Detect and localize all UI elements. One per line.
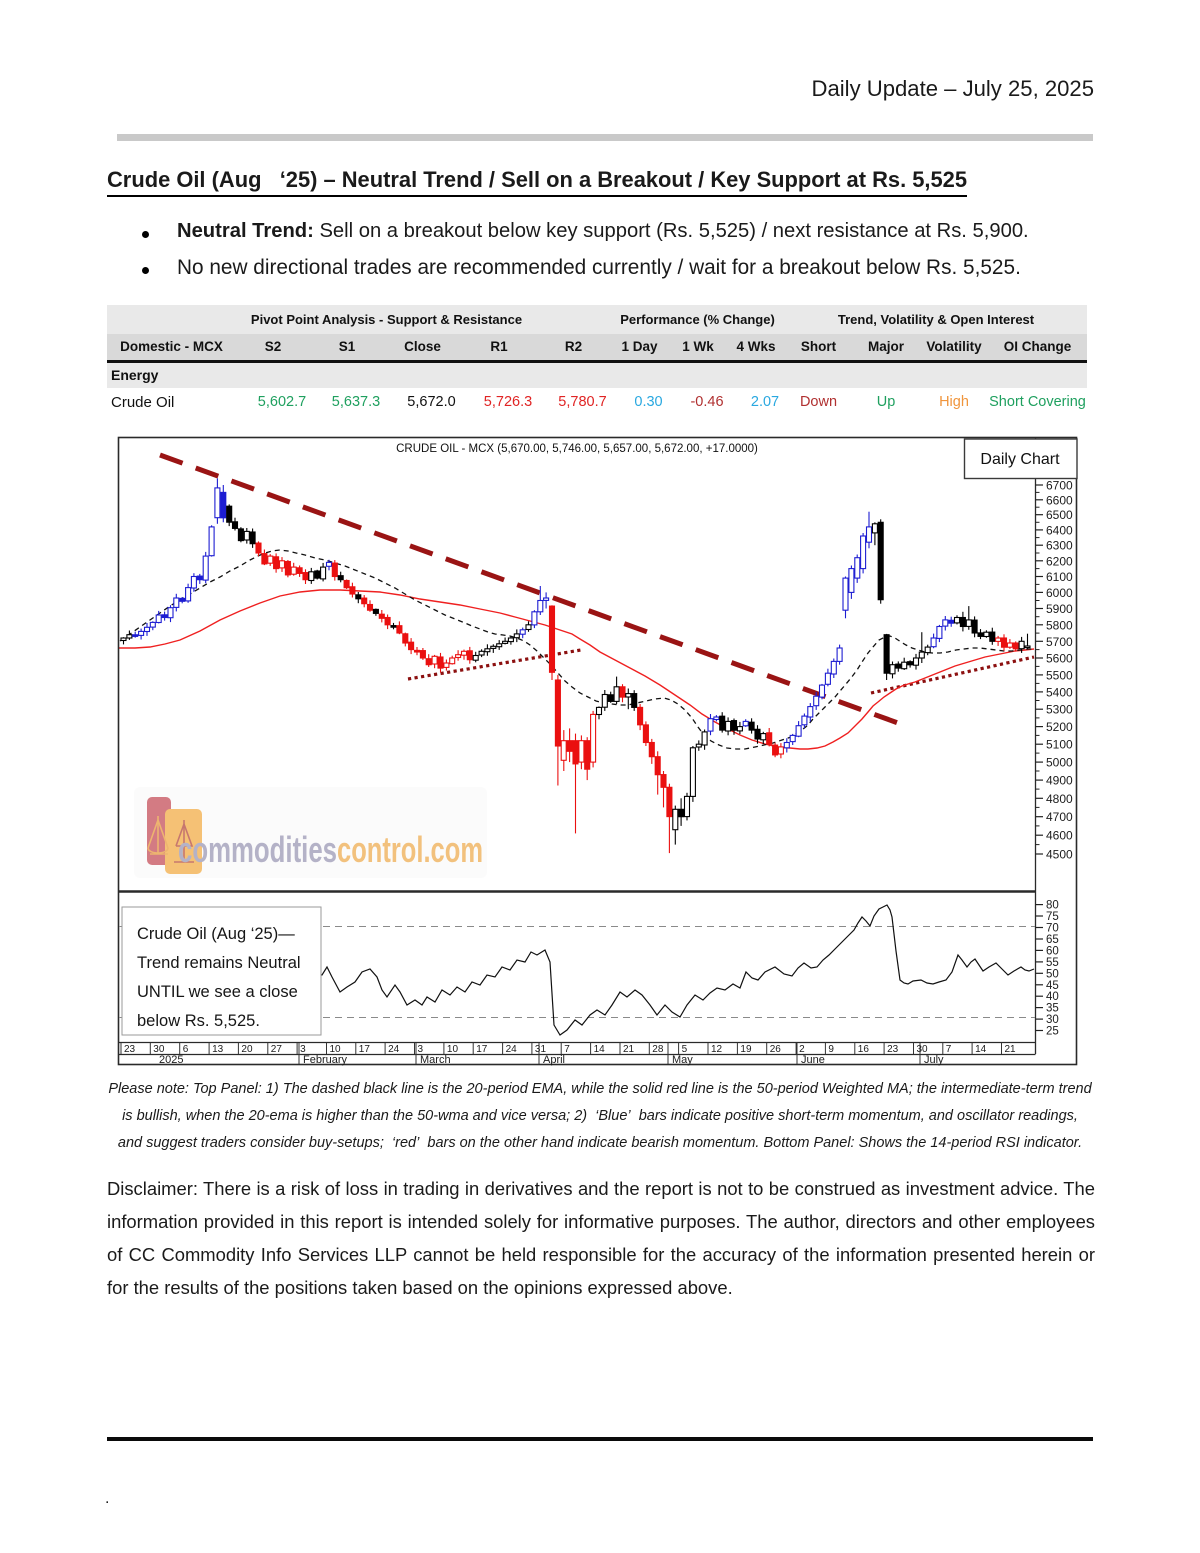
svg-text:16: 16 <box>858 1044 870 1055</box>
svg-text:5000: 5000 <box>1046 756 1073 770</box>
svg-text:50: 50 <box>1046 968 1059 980</box>
svg-text:21: 21 <box>623 1044 635 1055</box>
svg-text:6400: 6400 <box>1046 523 1073 537</box>
svg-text:3: 3 <box>418 1044 424 1055</box>
svg-text:25: 25 <box>1046 1026 1059 1038</box>
svg-text:2: 2 <box>799 1044 805 1055</box>
svg-text:6: 6 <box>183 1044 189 1055</box>
svg-text:7: 7 <box>946 1044 952 1055</box>
svg-text:6200: 6200 <box>1046 554 1073 568</box>
svg-text:31: 31 <box>535 1044 547 1055</box>
svg-text:April: April <box>543 1054 565 1066</box>
svg-text:30: 30 <box>1046 1014 1059 1026</box>
svg-text:12: 12 <box>711 1044 723 1055</box>
svg-text:5: 5 <box>682 1044 688 1055</box>
svg-text:4500: 4500 <box>1046 848 1073 862</box>
svg-text:6000: 6000 <box>1046 586 1073 600</box>
svg-text:5900: 5900 <box>1046 602 1073 616</box>
svg-text:below Rs. 5,525.: below Rs. 5,525. <box>137 1012 260 1030</box>
svg-text:35: 35 <box>1046 1003 1059 1015</box>
svg-text:commodities: commodities <box>178 829 337 870</box>
svg-text:23: 23 <box>887 1044 899 1055</box>
svg-text:20: 20 <box>241 1044 253 1055</box>
svg-text:21: 21 <box>1005 1044 1017 1055</box>
svg-text:24: 24 <box>388 1044 400 1055</box>
svg-text:75: 75 <box>1046 911 1059 923</box>
svg-text:5400: 5400 <box>1046 685 1073 699</box>
svg-text:28: 28 <box>652 1044 664 1055</box>
svg-text:5800: 5800 <box>1046 618 1073 632</box>
svg-text:4800: 4800 <box>1046 792 1073 806</box>
svg-text:27: 27 <box>271 1044 283 1055</box>
svg-text:CRUDE OIL - MCX (5,670.00, 5,7: CRUDE OIL - MCX (5,670.00, 5,746.00, 5,6… <box>396 443 758 455</box>
svg-text:60: 60 <box>1046 945 1059 957</box>
svg-text:9: 9 <box>828 1044 834 1055</box>
svg-text:13: 13 <box>212 1044 224 1055</box>
svg-text:March: March <box>420 1054 451 1066</box>
svg-text:17: 17 <box>359 1044 371 1055</box>
svg-text:5600: 5600 <box>1046 652 1073 666</box>
svg-text:5700: 5700 <box>1046 635 1073 649</box>
svg-text:Crude Oil (Aug ‘25)—: Crude Oil (Aug ‘25)— <box>137 925 295 943</box>
svg-text:80: 80 <box>1046 900 1059 912</box>
svg-text:May: May <box>672 1054 693 1066</box>
svg-text:UNTIL we see a close: UNTIL we see a close <box>137 983 298 1001</box>
svg-text:5500: 5500 <box>1046 668 1073 682</box>
svg-text:4900: 4900 <box>1046 774 1073 788</box>
svg-text:3: 3 <box>300 1044 306 1055</box>
svg-text:Daily Chart: Daily Chart <box>980 451 1060 468</box>
svg-text:6600: 6600 <box>1046 493 1073 507</box>
svg-text:6500: 6500 <box>1046 508 1073 522</box>
svg-text:23: 23 <box>124 1044 136 1055</box>
svg-text:55: 55 <box>1046 957 1059 969</box>
svg-text:5100: 5100 <box>1046 738 1073 752</box>
svg-text:26: 26 <box>770 1044 782 1055</box>
svg-text:17: 17 <box>476 1044 488 1055</box>
svg-text:7: 7 <box>564 1044 570 1055</box>
svg-text:6100: 6100 <box>1046 570 1073 584</box>
svg-text:10: 10 <box>330 1044 342 1055</box>
svg-text:14: 14 <box>594 1044 606 1055</box>
svg-text:6700: 6700 <box>1046 479 1073 493</box>
svg-text:30: 30 <box>917 1044 929 1055</box>
svg-text:45: 45 <box>1046 980 1059 992</box>
svg-text:Trend remains Neutral: Trend remains Neutral <box>137 954 301 972</box>
svg-text:24: 24 <box>506 1044 518 1055</box>
svg-text:5300: 5300 <box>1046 703 1073 717</box>
svg-text:40: 40 <box>1046 991 1059 1003</box>
svg-text:July: July <box>924 1054 944 1066</box>
svg-text:2025: 2025 <box>159 1054 183 1066</box>
svg-text:5200: 5200 <box>1046 720 1073 734</box>
svg-text:February: February <box>303 1054 348 1066</box>
svg-text:June: June <box>801 1054 825 1066</box>
svg-text:14: 14 <box>975 1044 987 1055</box>
svg-text:6300: 6300 <box>1046 539 1073 553</box>
svg-text:10: 10 <box>447 1044 459 1055</box>
svg-text:4700: 4700 <box>1046 810 1073 824</box>
svg-text:4600: 4600 <box>1046 829 1073 843</box>
svg-text:65: 65 <box>1046 934 1059 946</box>
svg-text:70: 70 <box>1046 923 1059 935</box>
svg-text:30: 30 <box>153 1044 165 1055</box>
svg-text:19: 19 <box>740 1044 752 1055</box>
svg-text:control.com: control.com <box>337 829 483 870</box>
